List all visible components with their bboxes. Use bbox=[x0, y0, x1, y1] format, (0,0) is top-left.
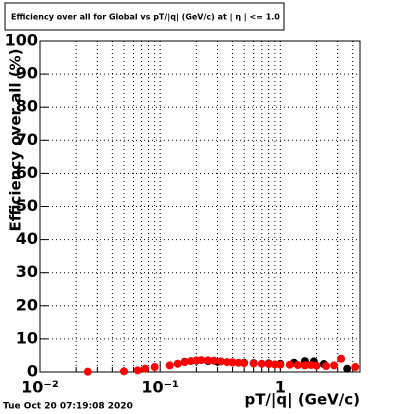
y-tick-label: 100 bbox=[5, 31, 38, 50]
data-point bbox=[249, 359, 258, 368]
data-point bbox=[322, 362, 331, 371]
data-point bbox=[216, 357, 225, 366]
data-point bbox=[141, 364, 150, 373]
chart-title: Efficiency over all for Global vs pT/|q|… bbox=[11, 13, 280, 22]
data-point bbox=[343, 364, 352, 373]
data-point bbox=[165, 361, 174, 370]
y-tick-label: 0 bbox=[27, 362, 38, 381]
data-point bbox=[180, 358, 189, 367]
x-axis-label: pT/|q| (GeV/c) bbox=[244, 391, 360, 410]
y-tick-label: 70 bbox=[16, 130, 38, 149]
data-point bbox=[285, 360, 294, 369]
footer: Tue Oct 20 07:19:08 2020 bbox=[3, 402, 133, 412]
y-tick-label: 60 bbox=[16, 163, 38, 182]
data-point bbox=[330, 361, 339, 370]
plot-frame bbox=[39, 40, 361, 373]
y-tick-label: 10 bbox=[16, 328, 38, 347]
y-tick-label: 50 bbox=[16, 196, 38, 215]
x-tick-label: 1 bbox=[275, 378, 286, 397]
y-tick-label: 20 bbox=[16, 295, 38, 314]
data-point bbox=[312, 361, 321, 370]
data-point bbox=[257, 359, 266, 368]
data-point bbox=[209, 356, 218, 365]
data-point bbox=[293, 361, 302, 370]
data-point bbox=[150, 363, 159, 372]
y-tick-label: 80 bbox=[16, 97, 38, 116]
data-point bbox=[337, 354, 346, 363]
y-axis-label: Efficiency over all (%) bbox=[7, 49, 25, 232]
data-point bbox=[197, 356, 206, 365]
data-point bbox=[203, 356, 212, 365]
data-point bbox=[228, 358, 237, 367]
data-point bbox=[264, 360, 273, 369]
data-point bbox=[133, 366, 142, 375]
data-point bbox=[276, 360, 285, 369]
x-tick-label: 10⁻² bbox=[21, 378, 59, 397]
data-point bbox=[173, 359, 182, 368]
y-tick-label: 30 bbox=[16, 262, 38, 281]
data-point bbox=[83, 367, 92, 376]
y-tick-label: 90 bbox=[16, 64, 38, 83]
title-box bbox=[4, 2, 285, 31]
data-point bbox=[300, 361, 309, 370]
y-tick-label: 40 bbox=[16, 229, 38, 248]
data-point bbox=[351, 363, 360, 372]
data-point bbox=[240, 359, 249, 368]
x-tick-label: 10⁻¹ bbox=[141, 378, 179, 397]
data-point bbox=[119, 367, 128, 376]
